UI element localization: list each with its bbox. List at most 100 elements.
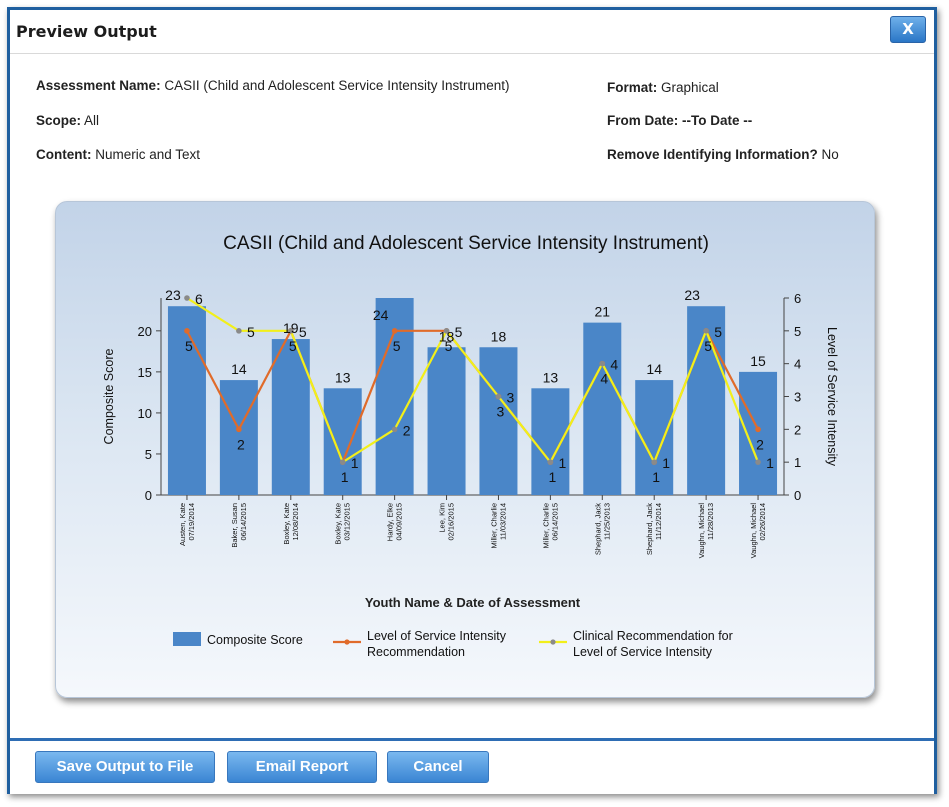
preview-output-dialog: Preview Output X Assessment Name: CASII … — [7, 7, 937, 794]
dialog-footer: Save Output to File Email Report Cancel — [10, 738, 934, 794]
x-tick-label-date: 11/03/2014 — [498, 503, 507, 540]
x-tick-label-name: Hardy, Elke — [386, 503, 395, 541]
x-tick-label-name: Shephard, Jack — [645, 503, 654, 555]
data-label-composite-score: 13 — [543, 369, 559, 385]
close-button[interactable]: X — [890, 16, 926, 43]
cancel-button[interactable]: Cancel — [387, 751, 489, 783]
format-value: Graphical — [661, 80, 719, 95]
data-label-level-service-intensity: 5 — [704, 338, 712, 354]
y-right-tick-label: 5 — [794, 324, 801, 339]
data-label-level-service-intensity: 2 — [756, 436, 764, 452]
email-report-button[interactable]: Email Report — [227, 751, 377, 783]
x-tick-label-name: Baker, Susan — [230, 503, 239, 548]
bar-composite-score — [583, 322, 622, 495]
legend-marker-level-service-intensity — [344, 639, 350, 645]
x-tick-label-name: Vaughn, Michael — [697, 503, 706, 559]
data-label-composite-score: 18 — [439, 328, 455, 344]
assessment-name-label: Assessment Name: — [36, 78, 161, 93]
data-label-clinical-recommendation: 3 — [507, 390, 515, 406]
point-clinical-recommendation — [443, 328, 450, 334]
y-axis-label: Composite Score — [102, 349, 116, 445]
data-label-composite-score: 14 — [646, 361, 662, 377]
data-label-level-service-intensity: 5 — [289, 338, 297, 354]
data-label-composite-score: 23 — [684, 287, 700, 303]
content-label: Content: — [36, 147, 92, 162]
data-label-level-service-intensity: 5 — [445, 338, 453, 354]
data-label-composite-score: 15 — [750, 353, 766, 369]
data-label-composite-score: 13 — [335, 369, 351, 385]
data-label-level-service-intensity: 1 — [341, 469, 349, 485]
y-right-tick-label: 1 — [794, 455, 801, 470]
x-tick-label-name: Miller, Charlie — [489, 503, 498, 548]
line-clinical-recommendation — [186, 297, 760, 465]
x-tick-label-name: Boxley, Kate — [334, 503, 343, 545]
remove-identifying-field: Remove Identifying Information? No — [607, 147, 839, 162]
data-label-level-service-intensity: 1 — [548, 469, 556, 485]
legend-label-level-service-intensity-line2: Recommendation — [367, 645, 465, 659]
bar-composite-score — [375, 298, 414, 495]
data-label-clinical-recommendation: 1 — [351, 455, 359, 471]
data-label-clinical-recommendation: 5 — [714, 324, 722, 340]
format-label: Format: — [607, 80, 658, 95]
data-label-composite-score: 24 — [373, 307, 389, 323]
x-tick-label-date: 04/09/2015 — [395, 503, 404, 541]
dialog-title: Preview Output — [16, 22, 157, 41]
legend-label-composite-score: Composite Score — [207, 633, 303, 647]
y-left-tick-label: 10 — [138, 406, 152, 421]
data-label-level-service-intensity: 2 — [237, 436, 245, 452]
point-clinical-recommendation — [755, 459, 761, 465]
x-axis-label: Youth Name & Date of Assessment — [365, 595, 581, 610]
data-label-level-service-intensity: 4 — [600, 371, 608, 387]
x-tick-label-date: 06/14/2015 — [550, 503, 559, 541]
point-clinical-recommendation — [599, 360, 606, 367]
data-label-clinical-recommendation: 5 — [455, 324, 463, 340]
bar-composite-score — [479, 347, 518, 495]
bar-composite-score — [531, 388, 570, 495]
data-label-level-service-intensity: 5 — [185, 338, 193, 354]
legend-marker-clinical-recommendation — [550, 639, 556, 645]
data-label-composite-score: 19 — [283, 320, 299, 336]
point-level-service-intensity — [755, 426, 761, 433]
remove-identifying-label: Remove Identifying Information? — [607, 147, 818, 162]
scope-value: All — [84, 113, 100, 128]
chart-title: CASII (Child and Adolescent Service Inte… — [223, 233, 709, 254]
chart-svg: CASII (Child and Adolescent Service Inte… — [102, 233, 839, 659]
x-tick-label-name: Austen, Kate — [178, 503, 187, 546]
data-label-clinical-recommendation: 5 — [247, 324, 255, 340]
x-tick-label-name: Shephard, Jack — [593, 503, 602, 555]
data-label-level-service-intensity: 1 — [652, 469, 660, 485]
point-level-service-intensity — [391, 328, 398, 334]
data-label-composite-score: 21 — [595, 304, 611, 320]
chart-panel: CASII (Child and Adolescent Service Inte… — [55, 201, 875, 698]
date-range-field: From Date: --To Date -- — [607, 113, 752, 128]
legend-swatch-composite-score — [173, 632, 201, 646]
y-right-tick-label: 0 — [794, 488, 801, 503]
point-clinical-recommendation — [184, 295, 190, 301]
x-tick-label-date: 11/25/2013 — [602, 503, 611, 540]
x-tick-label-name: Miller, Charlie — [541, 503, 550, 548]
content-value: Numeric and Text — [95, 147, 201, 162]
y-right-tick-label: 6 — [794, 291, 801, 306]
x-tick-label-date: 12/08/2014 — [291, 503, 300, 541]
bar-composite-score — [323, 388, 362, 495]
point-level-service-intensity — [184, 328, 190, 334]
x-tick-label-name: Vaughn, Michael — [749, 503, 758, 559]
legend-label-clinical-recommendation-line2: Level of Service Intensity — [573, 645, 713, 659]
point-clinical-recommendation — [391, 426, 398, 433]
data-label-clinical-recommendation: 1 — [558, 455, 566, 471]
assessment-name-value: CASII (Child and Adolescent Service Inte… — [164, 78, 510, 93]
scope-field: Scope: All — [36, 113, 99, 128]
remove-identifying-value: No — [821, 147, 839, 162]
y-right-tick-label: 4 — [794, 357, 801, 372]
x-tick-label-date: 11/28/2013 — [706, 503, 715, 540]
data-label-level-service-intensity: 5 — [393, 338, 401, 354]
x-tick-label-date: 06/14/2015 — [239, 503, 248, 541]
format-field: Format: Graphical — [607, 80, 719, 95]
data-label-clinical-recommendation: 2 — [403, 422, 411, 438]
y-left-tick-label: 15 — [138, 365, 152, 380]
point-clinical-recommendation — [339, 459, 346, 465]
y2-axis-label: Level of Service Intensity — [825, 327, 839, 467]
save-output-button[interactable]: Save Output to File — [35, 751, 215, 783]
content-field: Content: Numeric and Text — [36, 147, 200, 162]
scope-label: Scope: — [36, 113, 82, 128]
